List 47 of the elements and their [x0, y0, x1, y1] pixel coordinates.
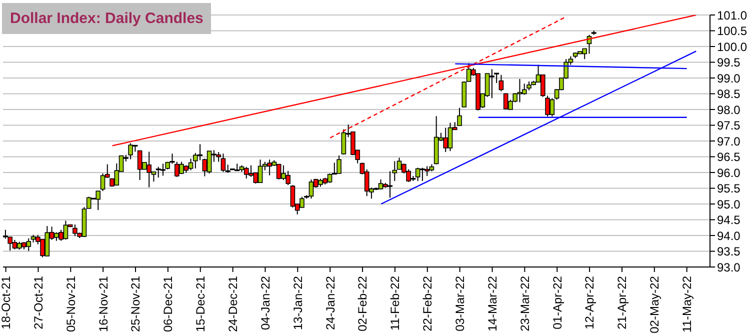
x-tick-label: 03-Mar-22 — [453, 276, 468, 332]
x-tick-label: 24-Dec-21 — [226, 276, 240, 332]
y-tick-label: 98.0 — [717, 102, 741, 117]
x-tick-label: 04-Jan-22 — [258, 276, 272, 330]
x-tick-label: 01-Apr-22 — [550, 276, 564, 330]
candlestick — [160, 163, 166, 176]
x-tick-label: 14-Mar-22 — [485, 276, 500, 332]
x-tick-label: 22-Feb-22 — [420, 276, 435, 332]
x-tick-label: 05-Nov-21 — [64, 276, 78, 332]
candlestick — [290, 184, 296, 208]
candlestick — [341, 128, 346, 156]
x-tick-label: 15-Dec-21 — [194, 276, 208, 332]
x-tick-label: 13-Jan-22 — [290, 276, 305, 330]
x-tick-label: 16-Nov-21 — [96, 276, 110, 332]
x-tick-label: 02-Feb-22 — [356, 276, 370, 332]
candlestick — [498, 74, 504, 92]
y-tick-label: 93.5 — [717, 244, 741, 259]
x-tick-label: 27-Oct-21 — [31, 276, 46, 330]
candlestick — [244, 166, 249, 179]
chart-title: Dollar Index: Daily Candles — [2, 3, 212, 34]
y-tick-label: 94.5 — [717, 213, 741, 228]
y-tick-label: 95.0 — [717, 197, 741, 212]
x-tick-label: 11-Feb-22 — [388, 276, 402, 330]
x-tick-label: 23-Mar-22 — [518, 276, 532, 332]
y-tick-label: 97.0 — [717, 134, 741, 148]
y-tick-label: 95.5 — [717, 182, 741, 196]
y-tick-label: 94.0 — [717, 228, 741, 243]
y-tick-label: 100.0 — [717, 40, 748, 54]
y-tick-label: 100.5 — [717, 24, 748, 38]
y-tick-label: 98.5 — [717, 87, 741, 102]
x-tick-label: 18-Oct-21 — [0, 276, 13, 330]
x-tick-label: 12-Apr-22 — [582, 276, 597, 330]
y-tick-label: 93.0 — [717, 260, 741, 274]
candlestick — [386, 170, 394, 198]
y-tick-label: 97.5 — [717, 118, 741, 133]
x-tick-label: 24-Jan-22 — [323, 276, 338, 330]
x-tick-label: 25-Nov-21 — [128, 276, 143, 332]
x-tick-label: 06-Dec-21 — [161, 276, 176, 332]
y-tick-label: 96.0 — [717, 166, 741, 180]
y-tick-label: 101.0 — [717, 8, 748, 22]
candlestick — [488, 68, 496, 99]
y-tick-label: 99.0 — [717, 71, 741, 86]
y-tick-label: 96.5 — [717, 150, 741, 164]
x-tick-label: 11-May-22 — [680, 276, 694, 332]
x-tick-label: 21-Apr-22 — [615, 276, 630, 330]
y-tick-label: 99.5 — [717, 56, 741, 70]
x-tick-label: 02-May-22 — [648, 276, 662, 334]
